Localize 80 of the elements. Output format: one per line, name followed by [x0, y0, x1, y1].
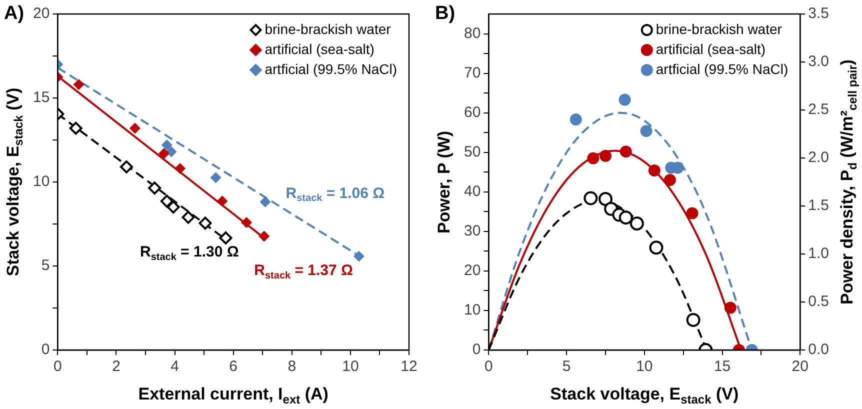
- point: [724, 302, 736, 314]
- legend-label: brine-brackish water: [656, 20, 782, 37]
- point: [649, 240, 664, 255]
- chart-title: B): [435, 3, 456, 24]
- point: [260, 196, 271, 208]
- point: [148, 182, 162, 195]
- point: [664, 174, 676, 186]
- x-tick-label: 5: [562, 358, 571, 376]
- point: [219, 231, 232, 244]
- point: [69, 122, 82, 135]
- y-tick-label: 80: [464, 24, 481, 42]
- point: [182, 210, 195, 224]
- point: [210, 172, 222, 184]
- legend-label: brine-brackish water: [264, 20, 392, 37]
- y-tick-label: 5: [41, 257, 50, 274]
- x-tick-label: 8: [288, 358, 296, 376]
- point: [198, 216, 212, 230]
- legend-label: artficial (99.5% NaCl): [656, 60, 788, 77]
- point: [174, 163, 186, 174]
- point: [598, 192, 612, 206]
- point: [129, 122, 140, 134]
- y-tick-label: 0: [472, 341, 481, 358]
- y-tick-label: 50: [464, 143, 481, 160]
- x-tick-label: 10: [342, 358, 359, 376]
- y2-tick-label: 1.0: [808, 245, 830, 262]
- legend-label: artficial (99.5% NaCl): [264, 60, 398, 77]
- point: [161, 140, 172, 151]
- chart-title: A): [4, 3, 24, 24]
- x-tick-label: 15: [714, 358, 731, 376]
- x-tick-label: 0: [484, 358, 493, 376]
- x-tick-label: 0: [54, 358, 62, 376]
- y2-tick-label: 2.0: [808, 149, 830, 166]
- point: [160, 194, 174, 208]
- y-tick-label: 60: [464, 104, 481, 121]
- point: [587, 152, 600, 164]
- point: [618, 210, 633, 225]
- y2-tick-label: 3.0: [808, 53, 830, 70]
- point: [599, 150, 612, 162]
- y-tick-label: 15: [32, 89, 50, 106]
- y-tick-label: 20: [464, 262, 481, 280]
- point: [158, 148, 170, 159]
- point: [620, 146, 632, 158]
- point: [570, 114, 582, 126]
- point: [648, 164, 660, 177]
- y2-tick-label: 0.5: [808, 293, 830, 310]
- point: [258, 230, 270, 242]
- x-tick-label: 6: [229, 358, 238, 376]
- point: [640, 125, 652, 138]
- y-tick-label: 40: [464, 183, 481, 200]
- y-axis-title: Stack voltage, Estack (V): [4, 88, 26, 276]
- x-tick-label: 4: [170, 358, 179, 376]
- y-tick-label: 0: [41, 341, 50, 358]
- legend-label: artificial (sea-salt): [264, 40, 374, 57]
- x-tick-label: 10: [636, 358, 653, 376]
- y2-tick-label: 0.0: [808, 341, 830, 358]
- point: [120, 160, 133, 174]
- y-tick-label: 20: [32, 5, 50, 22]
- y2-tick-label: 2.5: [808, 101, 830, 118]
- y-axis-title: Power, P (W): [434, 130, 454, 234]
- y-tick-label: 10: [32, 173, 50, 190]
- point: [73, 79, 84, 90]
- point: [353, 250, 364, 262]
- point: [630, 216, 644, 231]
- y2-tick-label: 3.5: [808, 5, 830, 22]
- x-tick-label: 20: [792, 358, 808, 376]
- y2-axis-title: Power density, Pd (W/m²cell pair): [838, 59, 860, 305]
- point: [584, 191, 598, 206]
- y2-tick-label: 1.5: [808, 197, 830, 214]
- point: [241, 216, 252, 228]
- point: [166, 200, 180, 214]
- y-tick-label: 10: [464, 302, 481, 319]
- point: [686, 312, 700, 327]
- y-tick-label: 30: [464, 222, 481, 240]
- point: [686, 207, 698, 220]
- x-tick-label: 12: [400, 358, 418, 376]
- y-tick-label: 70: [464, 64, 481, 82]
- point: [216, 196, 228, 207]
- legend-label: artificial (sea-salt): [656, 40, 766, 57]
- point: [618, 94, 631, 106]
- x-tick-label: 2: [112, 358, 120, 376]
